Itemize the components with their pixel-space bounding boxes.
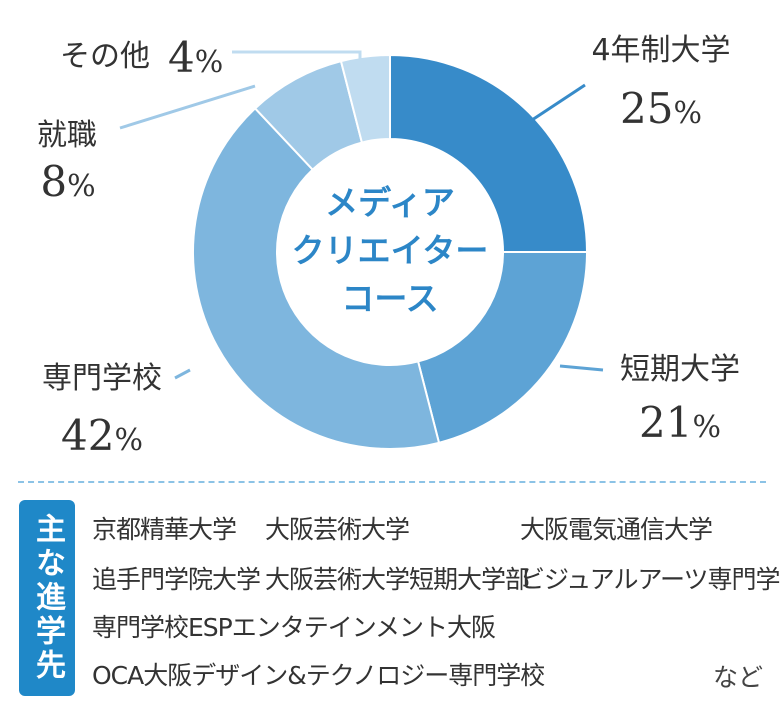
leader-line (232, 50, 362, 60)
section-divider (18, 481, 766, 483)
donut-slices (192, 53, 589, 450)
center-title-line-2: クリエイター (292, 231, 489, 270)
donut-slice (192, 106, 441, 450)
slice-value-label: 21% (639, 398, 721, 447)
donut-chart: 4年制大学 25% 短期大学 21% 専門学校 42% 就職 8% その他 4% メディア クリエ… (37, 33, 740, 460)
donut-slice (389, 53, 589, 253)
slice-label: 短期大学 (620, 352, 740, 387)
leader-line (559, 364, 604, 372)
leader-lines (119, 50, 604, 380)
slice-value-label: 25% (620, 84, 702, 133)
slice-label: 専門学校 (42, 361, 162, 396)
slice-value-label: 42% (61, 411, 143, 460)
slice-label: 就職 (37, 118, 97, 153)
destination-item: ビジュアルアーツ専門学校 (520, 565, 780, 594)
donut-slice (339, 53, 391, 144)
destinations-badge: 主な進学先 (19, 500, 75, 696)
center-title-line-1: メディア (325, 183, 455, 222)
destination-item: 大阪電気通信大学 (520, 515, 713, 544)
center-title-line-3: コース (341, 279, 438, 318)
slice-labels: 4年制大学 25% 短期大学 21% 専門学校 42% 就職 8% その他 4% (37, 33, 740, 460)
destination-item: OCA大阪デザイン&テクノロジー専門学校 (92, 661, 545, 690)
leader-line (119, 84, 256, 130)
destination-item: 専門学校ESPエンタテインメント大阪 (92, 613, 496, 642)
slice-label: 4年制大学 (591, 33, 730, 68)
destinations-note: など (713, 663, 764, 692)
slice-label: その他 (60, 39, 150, 74)
slice-value-label: 4% (168, 33, 223, 82)
leader-line (174, 368, 191, 380)
destination-item: 大阪芸術大学 (265, 515, 410, 544)
destinations-badge-label: 主な進学先 (30, 513, 65, 683)
donut-slice (416, 251, 589, 445)
leader-line (531, 83, 586, 122)
slice-value-label: 8% (40, 157, 95, 206)
destination-item: 京都精華大学 (92, 515, 237, 544)
destination-item: 大阪芸術大学短期大学部 (265, 565, 530, 594)
destination-item: 追手門学院大学 (92, 565, 261, 594)
